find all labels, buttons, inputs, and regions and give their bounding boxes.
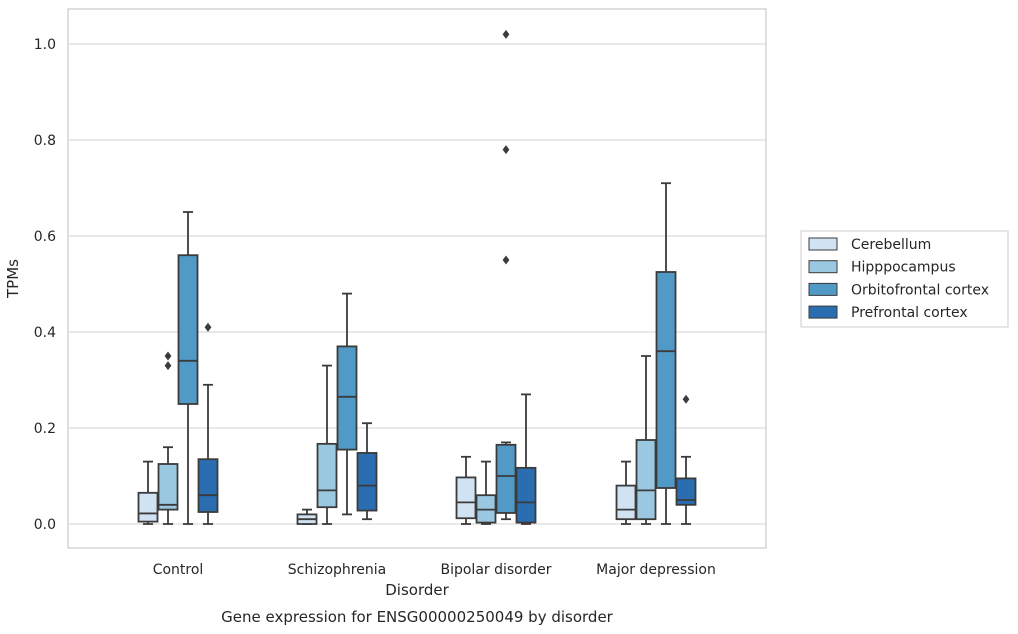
outlier-point xyxy=(502,29,510,39)
series-orbitofrontal-cortex xyxy=(177,29,677,525)
box xyxy=(455,476,477,520)
box xyxy=(356,452,378,512)
legend-label: Hipppocampus xyxy=(851,260,956,276)
y-tick-label: 1.0 xyxy=(34,37,56,53)
y-tick-label: 0.0 xyxy=(34,517,56,533)
x-tick-label: Control xyxy=(153,562,204,578)
box xyxy=(336,345,358,451)
legend-label: Orbitofrontal cortex xyxy=(851,282,989,298)
y-tick-label: 0.2 xyxy=(34,421,56,437)
y-axis-ticks: 0.0 0.2 0.4 0.6 0.8 1.0 xyxy=(34,37,56,533)
outlier-point xyxy=(164,351,172,361)
series-cerebellum xyxy=(137,455,637,525)
box xyxy=(137,491,159,523)
legend-swatch xyxy=(808,282,838,296)
box xyxy=(675,477,697,506)
y-tick-label: 0.8 xyxy=(34,133,56,149)
box xyxy=(615,484,637,521)
x-tick-label: Major depression xyxy=(596,562,716,578)
box xyxy=(655,271,677,489)
legend-label: Prefrontal cortex xyxy=(851,305,968,321)
x-tick-label: Bipolar disorder xyxy=(440,562,551,578)
box xyxy=(316,442,338,509)
box xyxy=(635,439,657,521)
y-tick-label: 0.4 xyxy=(34,325,56,341)
legend-swatch xyxy=(808,260,838,274)
outlier-point xyxy=(164,361,172,371)
figure-caption: Gene expression for ENSG00000250049 by d… xyxy=(221,608,614,626)
box-series xyxy=(137,29,697,525)
box xyxy=(197,458,219,513)
y-axis-title: TPMs xyxy=(4,259,22,299)
outlier-point xyxy=(502,145,510,155)
legend-swatch xyxy=(808,237,838,251)
box xyxy=(157,463,179,511)
plot-area-frame xyxy=(67,8,767,549)
box xyxy=(495,443,517,514)
legend-label: Cerebellum xyxy=(851,237,931,253)
outlier-point xyxy=(502,255,510,265)
box xyxy=(177,254,199,405)
legend: Cerebellum Hipppocampus Orbitofrontal cort… xyxy=(800,230,1009,328)
x-tick-label: Schizophrenia xyxy=(288,562,386,578)
series-hipppocampus xyxy=(157,351,657,525)
x-axis-ticks: Control Schizophrenia Bipolar disorder Majo… xyxy=(153,562,716,578)
series-prefrontal-cortex xyxy=(197,322,697,525)
outlier-point xyxy=(204,322,212,332)
legend-swatch xyxy=(808,305,838,319)
outlier-point xyxy=(682,394,690,404)
box xyxy=(515,466,537,524)
y-tick-label: 0.6 xyxy=(34,229,56,245)
x-axis-title: Disorder xyxy=(385,581,449,599)
